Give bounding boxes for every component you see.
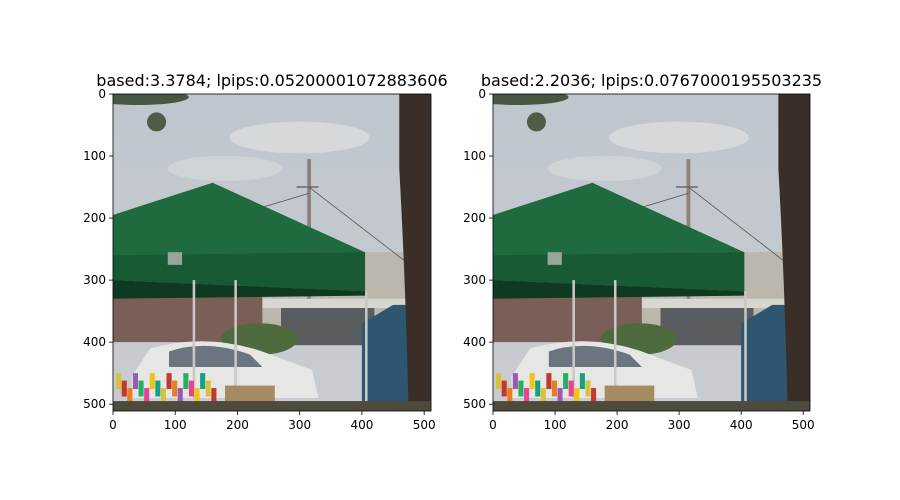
stall-item	[496, 373, 502, 390]
stall-item	[529, 373, 535, 390]
cloud-shape	[167, 155, 283, 182]
tent-shadow	[113, 280, 366, 299]
cloud-shape	[609, 121, 749, 154]
stall-item	[138, 380, 144, 397]
stall-item	[585, 380, 591, 397]
y-tick-label: 200	[463, 211, 486, 225]
stall-item	[127, 388, 133, 404]
cloud-shape	[547, 155, 662, 182]
stall-item	[144, 388, 150, 404]
stall-item	[535, 380, 541, 397]
subplot-1: 0 100 200 300 400 5000100200300400500based:3.…	[83, 71, 448, 432]
x-tick-label: 100	[544, 418, 567, 432]
stall-item	[121, 380, 127, 397]
tent-leg	[572, 280, 575, 402]
x-tick-label: 400	[350, 418, 373, 432]
x-tick-label: 500	[792, 418, 815, 432]
y-tick-label: 300	[463, 273, 486, 287]
car-window	[548, 345, 642, 367]
car-window	[169, 345, 263, 367]
stall-box	[225, 385, 275, 405]
stall-item	[563, 373, 569, 390]
cloud-shape	[229, 121, 370, 154]
tent-leg	[234, 280, 237, 402]
photo-image	[493, 94, 810, 411]
stall-item	[188, 380, 195, 397]
x-tick-label: 300	[288, 418, 311, 432]
stall-item	[205, 380, 211, 397]
stall-item	[557, 388, 563, 404]
stall-item	[211, 388, 217, 404]
y-tick-label: 0	[98, 87, 106, 101]
stall-item	[160, 388, 167, 404]
stall-item	[507, 388, 513, 404]
tent-leg	[744, 291, 747, 402]
tree-leaves	[493, 94, 569, 106]
stall-item	[546, 373, 552, 390]
stall-item	[512, 373, 518, 390]
y-tick-label: 300	[83, 273, 106, 287]
tent-leg	[192, 280, 196, 402]
stall-item	[194, 388, 200, 404]
stall-item	[172, 380, 178, 397]
ground	[113, 401, 431, 411]
x-tick-label: 200	[606, 418, 629, 432]
stall-item	[149, 373, 155, 390]
photo-image	[113, 94, 431, 411]
subplot-title: based:2.2036; lpips:0.0767000195503235	[481, 71, 822, 90]
y-tick-label: 100	[463, 149, 486, 163]
tent-leg	[365, 291, 368, 402]
axes-frame	[492, 93, 811, 412]
axes-frame	[112, 93, 432, 412]
y-tick-label: 0	[478, 87, 486, 101]
stall-item	[501, 380, 507, 397]
x-tick-label: 0	[489, 418, 497, 432]
tree-leaves	[147, 112, 167, 132]
stall-item	[568, 380, 574, 397]
y-tick-label: 500	[463, 397, 486, 411]
stall-item	[132, 373, 139, 390]
x-tick-label: 200	[226, 418, 249, 432]
subplot-2: 0 100 200 300 400 5000100200300400500based:2.…	[463, 71, 822, 432]
tree-trunk	[399, 94, 431, 411]
tent-logo	[167, 252, 183, 265]
power-line	[308, 186, 406, 262]
building-awning	[635, 298, 810, 309]
y-tick-label: 200	[83, 211, 106, 225]
stall-item	[200, 373, 206, 390]
tent-shadow	[493, 280, 745, 299]
stall-item	[591, 388, 597, 404]
tent-logo	[547, 252, 562, 265]
tree-leaves	[526, 112, 546, 132]
stall-item	[574, 388, 580, 404]
y-tick-label: 400	[463, 335, 486, 349]
stall-item	[116, 373, 122, 390]
power-line	[688, 186, 785, 262]
stall-box	[604, 385, 655, 405]
stall-item	[183, 373, 189, 390]
stall-item	[524, 388, 530, 404]
x-tick-label: 0	[109, 418, 117, 432]
stall-item	[155, 380, 161, 397]
ground	[493, 401, 810, 411]
y-tick-label: 500	[83, 397, 106, 411]
x-tick-label: 400	[730, 418, 753, 432]
stall-item	[540, 388, 546, 404]
x-tick-label: 500	[413, 418, 436, 432]
stall-item	[518, 380, 524, 397]
y-tick-label: 400	[83, 335, 106, 349]
building-awning	[256, 298, 431, 309]
subplot-title: based:3.3784; lpips:0.05200001072883606	[96, 71, 447, 90]
tent-leg	[613, 280, 617, 402]
x-tick-label: 100	[164, 418, 187, 432]
tree-leaves	[113, 94, 189, 106]
y-tick-label: 100	[83, 149, 106, 163]
stall-item	[177, 388, 183, 404]
stall-item	[551, 380, 558, 397]
stall-item	[579, 373, 585, 390]
stall-item	[166, 373, 172, 390]
tree-trunk	[778, 94, 810, 411]
x-tick-label: 300	[668, 418, 691, 432]
